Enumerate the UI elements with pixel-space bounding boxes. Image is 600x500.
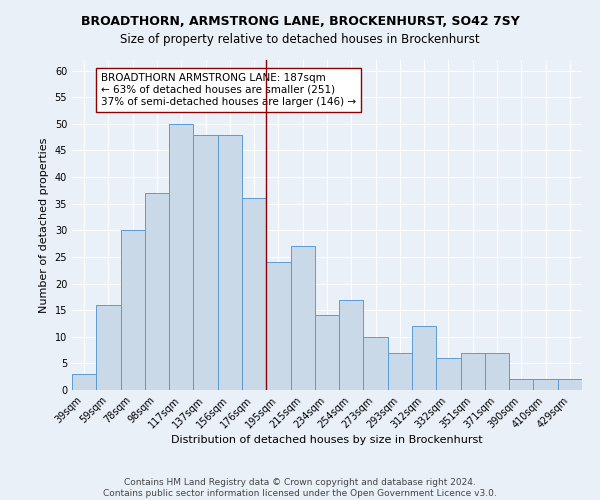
Bar [218, 134, 242, 390]
Bar [242, 198, 266, 390]
Bar [96, 305, 121, 390]
Bar [436, 358, 461, 390]
Bar [364, 337, 388, 390]
Bar [193, 134, 218, 390]
Bar [145, 193, 169, 390]
Bar [461, 352, 485, 390]
Bar [290, 246, 315, 390]
Text: Contains HM Land Registry data © Crown copyright and database right 2024.
Contai: Contains HM Land Registry data © Crown c… [103, 478, 497, 498]
Text: Size of property relative to detached houses in Brockenhurst: Size of property relative to detached ho… [120, 32, 480, 46]
Text: BROADTHORN ARMSTRONG LANE: 187sqm
← 63% of detached houses are smaller (251)
37%: BROADTHORN ARMSTRONG LANE: 187sqm ← 63% … [101, 74, 356, 106]
Bar [339, 300, 364, 390]
Bar [509, 380, 533, 390]
Bar [72, 374, 96, 390]
Bar [315, 316, 339, 390]
Bar [558, 380, 582, 390]
Bar [169, 124, 193, 390]
Bar [388, 352, 412, 390]
Bar [412, 326, 436, 390]
Bar [121, 230, 145, 390]
X-axis label: Distribution of detached houses by size in Brockenhurst: Distribution of detached houses by size … [171, 436, 483, 446]
Y-axis label: Number of detached properties: Number of detached properties [39, 138, 49, 312]
Bar [266, 262, 290, 390]
Text: BROADTHORN, ARMSTRONG LANE, BROCKENHURST, SO42 7SY: BROADTHORN, ARMSTRONG LANE, BROCKENHURST… [80, 15, 520, 28]
Bar [533, 380, 558, 390]
Bar [485, 352, 509, 390]
